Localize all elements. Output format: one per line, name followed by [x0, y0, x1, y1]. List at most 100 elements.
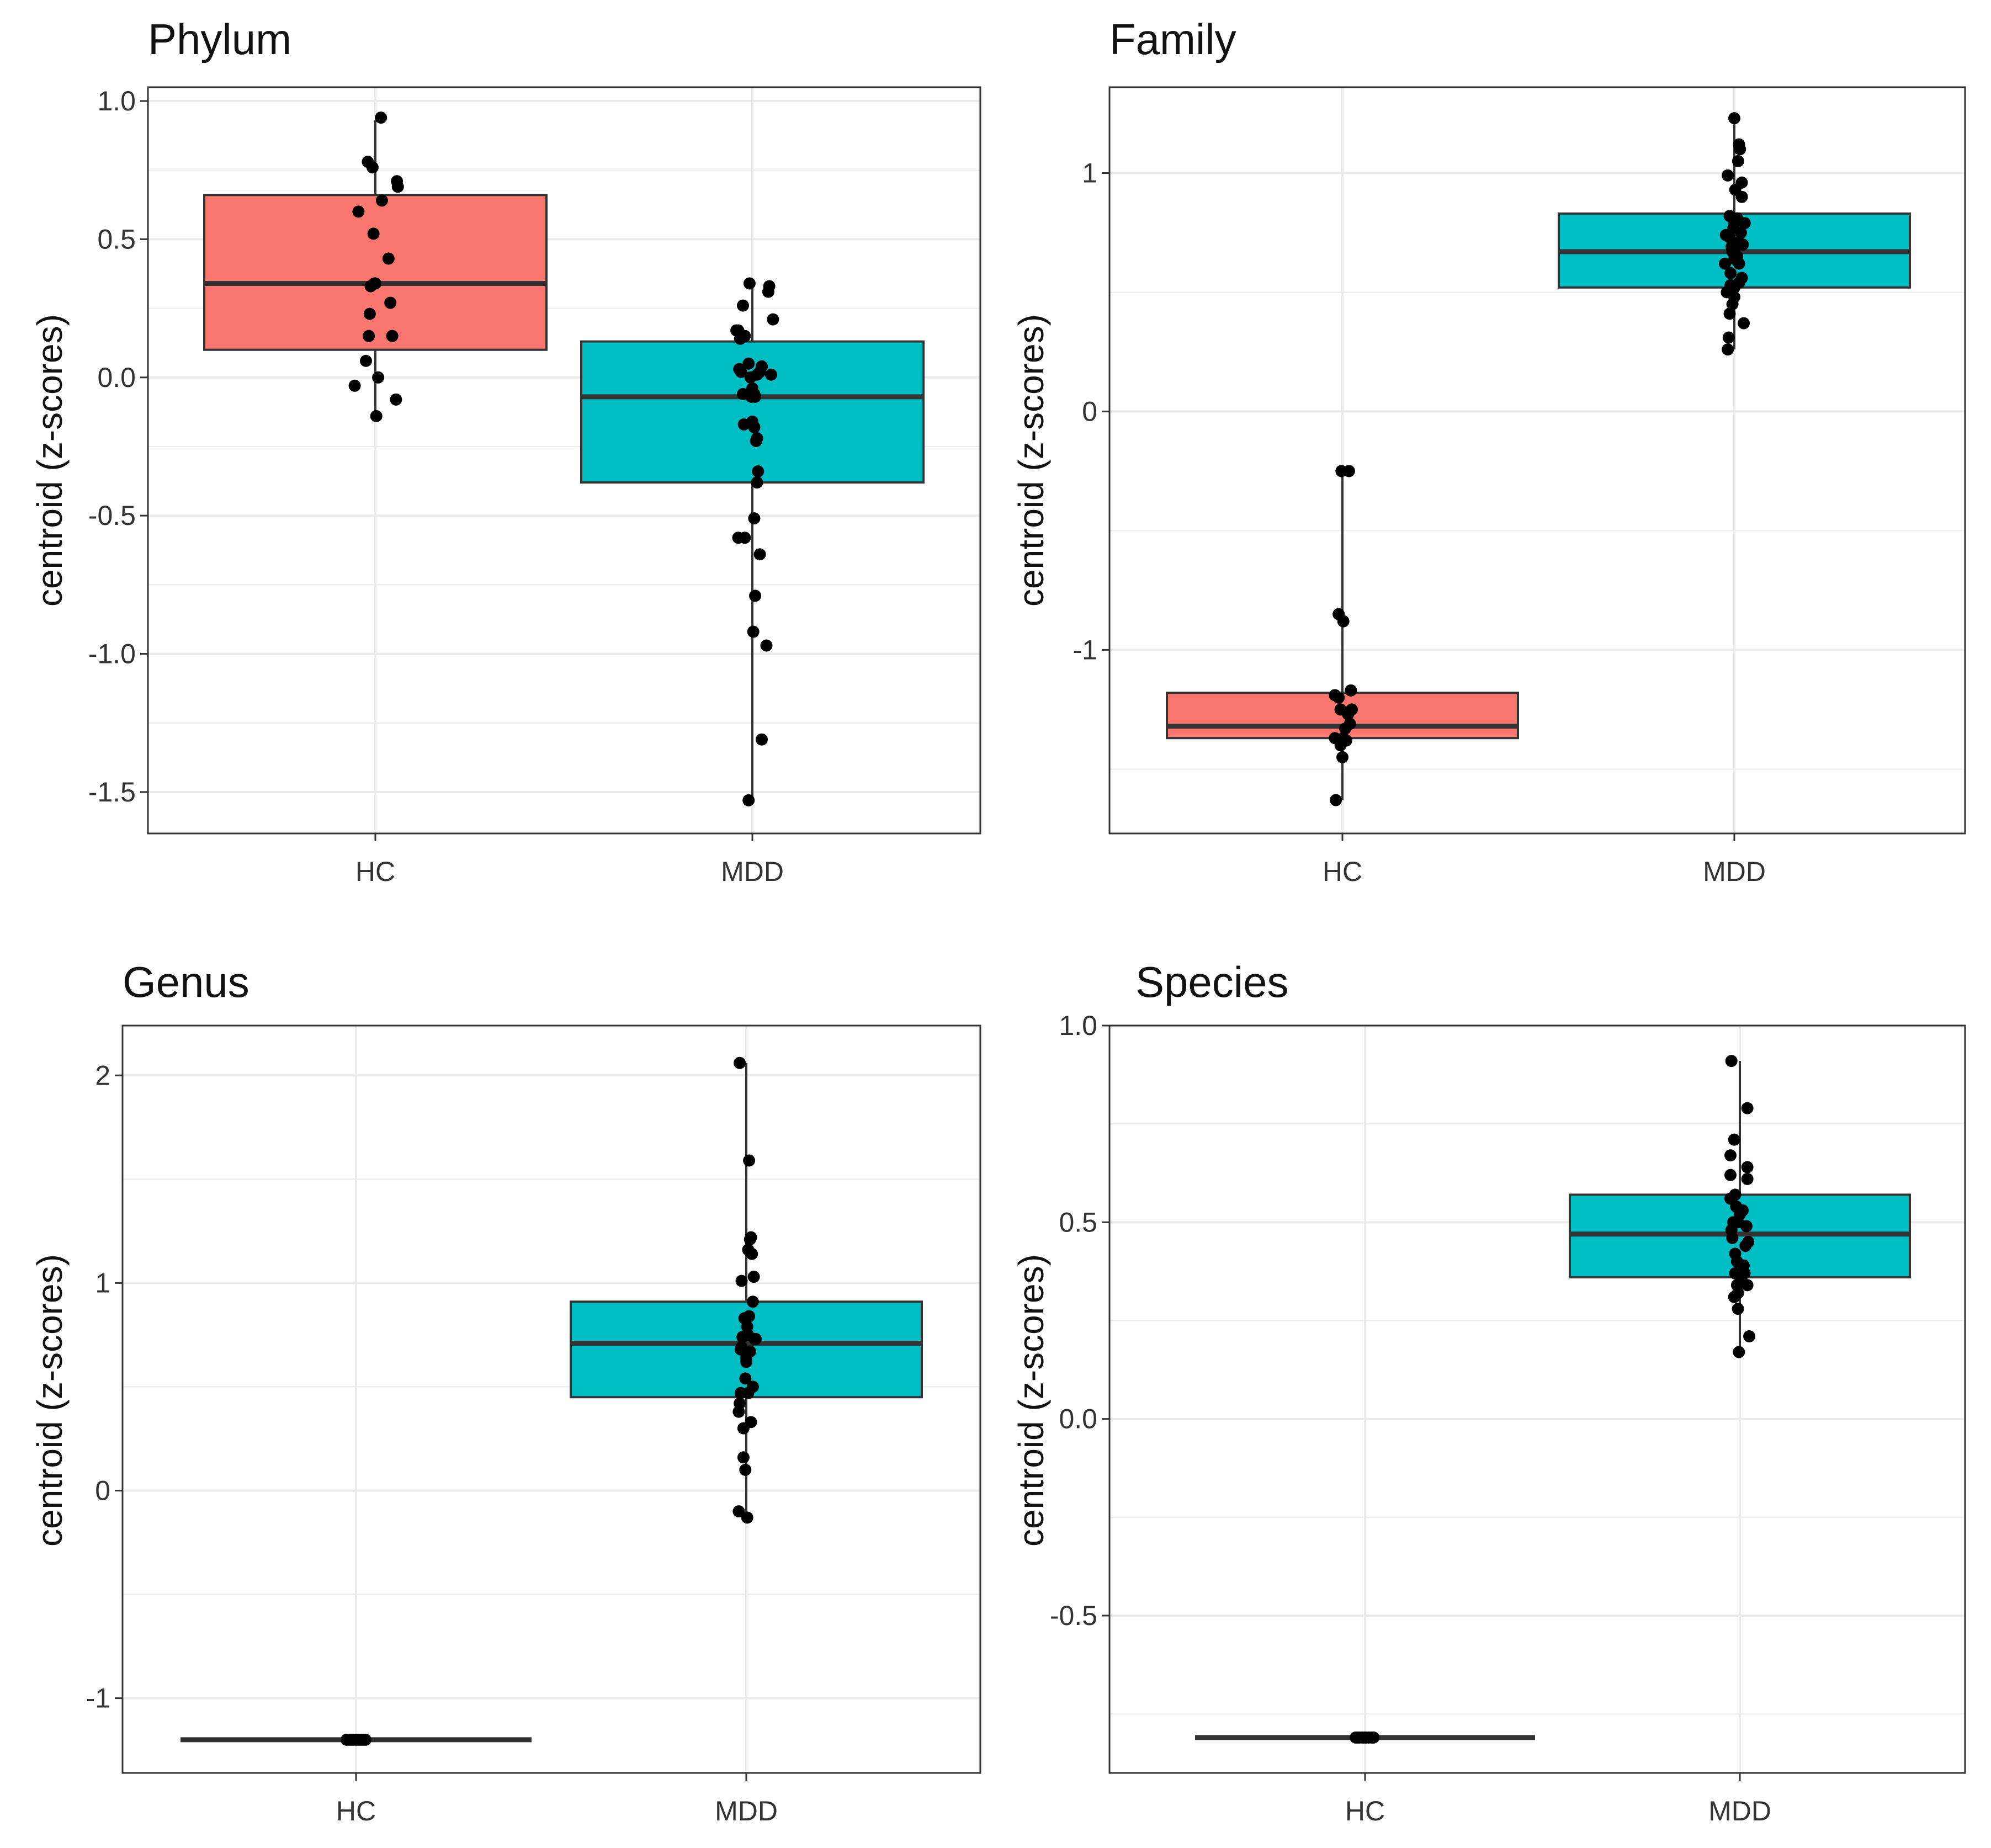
- data-point: [1724, 1169, 1737, 1181]
- y-axis-label: centroid (z-scores): [1011, 314, 1051, 607]
- y-axis-label: centroid (z-scores): [30, 314, 70, 607]
- data-point: [1733, 277, 1745, 289]
- data-point: [749, 590, 762, 602]
- data-point: [1734, 143, 1746, 156]
- data-point: [751, 476, 763, 489]
- y-tick-label: 2: [95, 1060, 110, 1091]
- box-body: [203, 194, 548, 351]
- data-point: [352, 205, 365, 218]
- y-tick-label: 1.0: [97, 86, 136, 116]
- data-point: [359, 1733, 371, 1746]
- data-point: [734, 1397, 746, 1410]
- data-point: [1741, 1279, 1754, 1292]
- y-tick-label: 1: [95, 1267, 110, 1298]
- data-point: [742, 1244, 755, 1256]
- data-point: [366, 161, 379, 174]
- data-point: [1733, 257, 1745, 270]
- data-point: [737, 1451, 750, 1464]
- data-point: [1733, 1346, 1745, 1358]
- y-tick-label: 0.0: [97, 362, 136, 393]
- data-point: [391, 180, 404, 193]
- data-point: [363, 307, 376, 320]
- y-tick-label: 0: [95, 1475, 110, 1506]
- plot-area: 1 0 -1 HC MDD: [1073, 86, 1966, 887]
- y-tick-label: -1: [1073, 634, 1097, 665]
- data-point: [1734, 226, 1747, 239]
- data-point: [1342, 465, 1355, 477]
- data-point: [1330, 794, 1342, 806]
- data-point: [1728, 1133, 1740, 1146]
- data-point: [1719, 257, 1731, 270]
- data-point: [741, 1511, 753, 1524]
- panel-phylum: Phylum centroid (z-scores) 1.0 0.5 0.0 -0.5…: [30, 15, 981, 887]
- data-point: [735, 1275, 748, 1287]
- data-point: [1336, 751, 1348, 763]
- x-tick-label: HC: [1323, 856, 1362, 887]
- data-point: [743, 1154, 756, 1167]
- data-point: [734, 1387, 747, 1399]
- data-point: [369, 277, 381, 290]
- data-point: [363, 330, 375, 342]
- y-tick-label: -0.5: [1050, 1600, 1097, 1631]
- data-point: [1345, 684, 1357, 697]
- data-point: [1723, 231, 1736, 244]
- data-point: [732, 1505, 745, 1518]
- data-point: [747, 625, 760, 638]
- data-point: [740, 1351, 752, 1364]
- y-axis-label: centroid (z-scores): [1011, 1254, 1051, 1547]
- x-tick-label: HC: [336, 1796, 376, 1826]
- data-point: [747, 1271, 760, 1283]
- data-point: [375, 111, 387, 124]
- data-point: [367, 227, 380, 240]
- data-point: [745, 1416, 757, 1429]
- data-point: [1732, 155, 1744, 167]
- data-point: [762, 285, 774, 298]
- y-tick-label: 0: [1082, 396, 1097, 427]
- data-point: [746, 382, 758, 395]
- data-point: [1737, 1259, 1750, 1272]
- y-tick-label: -0.5: [88, 500, 136, 531]
- data-point: [1740, 1220, 1753, 1233]
- plot-area: 1.0 0.5 0.0 -0.5 -1.0 -1.5 HC MDD: [88, 86, 981, 887]
- data-point: [1339, 722, 1352, 735]
- data-point: [1724, 267, 1737, 279]
- y-tick-label: -1: [86, 1683, 110, 1714]
- y-tick-label: 1.0: [1059, 1010, 1097, 1041]
- y-axis-label: centroid (z-scores): [30, 1254, 70, 1547]
- data-point: [737, 418, 750, 431]
- data-point: [1367, 1731, 1380, 1744]
- x-tick-label: HC: [355, 856, 395, 887]
- data-point: [1722, 343, 1734, 356]
- data-point: [751, 368, 763, 381]
- data-point: [752, 465, 764, 478]
- x-tick-label: MDD: [715, 1796, 778, 1826]
- data-point: [734, 1056, 746, 1069]
- data-point: [756, 733, 768, 746]
- data-point: [1329, 689, 1341, 702]
- x-tick-label: MDD: [1708, 1796, 1771, 1826]
- data-point: [382, 252, 395, 265]
- data-point: [1721, 286, 1733, 299]
- data-point: [742, 357, 755, 370]
- data-point: [739, 1463, 752, 1476]
- panel-border: [147, 86, 981, 835]
- data-point: [1742, 1235, 1755, 1248]
- panel-border: [1108, 1024, 1966, 1774]
- data-point: [390, 393, 402, 406]
- data-point: [734, 332, 746, 345]
- data-point: [372, 371, 385, 384]
- data-point: [1735, 190, 1748, 203]
- data-point: [737, 299, 749, 312]
- y-tick-label: -1.0: [88, 639, 136, 670]
- data-point: [739, 1372, 752, 1385]
- panel-border: [1108, 86, 1966, 835]
- data-point: [744, 1233, 756, 1246]
- data-point: [1725, 1055, 1738, 1068]
- data-point: [1728, 217, 1740, 230]
- data-point: [1728, 112, 1740, 125]
- data-point: [1741, 1172, 1754, 1185]
- data-point: [746, 1295, 759, 1308]
- y-tick-label: 0.5: [1059, 1207, 1097, 1238]
- x-tick-label: HC: [1345, 1796, 1385, 1826]
- x-tick-label: MDD: [1703, 856, 1766, 887]
